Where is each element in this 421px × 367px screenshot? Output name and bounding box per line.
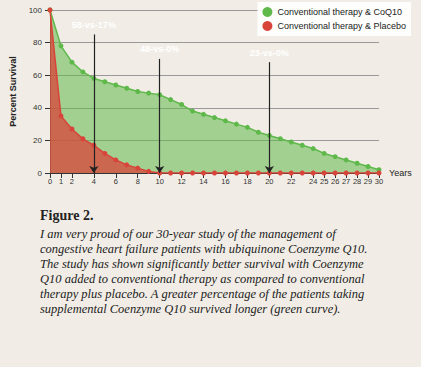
svg-text:58-vs-17%: 58-vs-17% — [72, 20, 116, 30]
svg-text:1: 1 — [59, 177, 63, 186]
svg-text:12: 12 — [177, 177, 185, 186]
svg-text:6: 6 — [114, 177, 118, 186]
svg-text:25: 25 — [320, 177, 328, 186]
html-text:Figure 2.: Figure 2. — [40, 208, 94, 223]
svg-text:29: 29 — [364, 177, 372, 186]
svg-text:26: 26 — [331, 177, 339, 186]
svg-text:48-vs-0%: 48-vs-0% — [140, 44, 179, 54]
svg-text:18: 18 — [243, 177, 251, 186]
svg-text:30: 30 — [375, 177, 383, 186]
svg-text:28: 28 — [353, 177, 361, 186]
svg-text:2: 2 — [70, 177, 74, 186]
svg-text:Years: Years — [389, 168, 412, 178]
svg-text:20: 20 — [33, 136, 42, 145]
svg-text:80: 80 — [33, 38, 42, 47]
svg-text:Conventional therapy & CoQ10: Conventional therapy & CoQ10 — [277, 7, 402, 17]
html-text:I am very proud of our 30-year: I am very proud of our 30-year study of … — [40, 227, 368, 316]
svg-text:22: 22 — [287, 177, 295, 186]
svg-text:27: 27 — [342, 177, 350, 186]
svg-text:14: 14 — [199, 177, 207, 186]
svg-text:Conventional therapy & Placebo: Conventional therapy & Placebo — [277, 21, 406, 31]
svg-text:16: 16 — [221, 177, 229, 186]
svg-text:100: 100 — [29, 6, 43, 15]
svg-text:40: 40 — [33, 103, 42, 112]
svg-text:20: 20 — [265, 177, 273, 186]
svg-text:Percent Survival: Percent Survival — [8, 56, 18, 127]
svg-text:0: 0 — [38, 169, 43, 178]
svg-text:10: 10 — [155, 177, 163, 186]
svg-text:0: 0 — [48, 177, 52, 186]
svg-text:23-vs-0%: 23-vs-0% — [250, 48, 289, 58]
svg-text:8: 8 — [136, 177, 140, 186]
svg-text:4: 4 — [92, 177, 96, 186]
svg-text:24: 24 — [309, 177, 317, 186]
svg-text:60: 60 — [33, 71, 42, 80]
